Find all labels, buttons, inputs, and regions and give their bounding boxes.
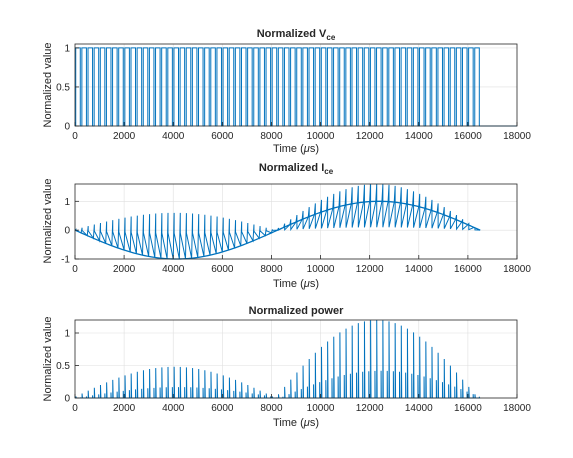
x-tick-label: 12000 (356, 403, 384, 414)
y-tick-label: 0 (64, 226, 70, 237)
y-tick-label: 1 (64, 43, 70, 54)
x-tick-label: 18000 (503, 264, 531, 275)
x-tick-label: 2000 (113, 264, 136, 275)
panel-power-xlabel-symbol: μ (303, 417, 310, 429)
panel-vce-xlabel: Time (μs) (273, 143, 319, 155)
x-tick-label: 14000 (405, 403, 433, 414)
x-tick-label: 14000 (405, 131, 433, 142)
panel-power: 0 2000 4000 6000 8000 10000 12000 14000 16000 180… (42, 305, 531, 429)
x-tick-label: 12000 (356, 131, 384, 142)
x-tick-label: 10000 (307, 403, 335, 414)
x-tick-label: 2000 (113, 403, 136, 414)
y-tick-label: 0.5 (56, 361, 70, 372)
x-tick-label: 4000 (162, 403, 185, 414)
panel-ice-series (74, 183, 481, 260)
y-tick-label: -1 (61, 255, 70, 266)
x-tick-label: 8000 (260, 403, 283, 414)
panel-power-title: Normalized power (249, 305, 344, 317)
y-tick-label: 0 (64, 122, 70, 133)
y-tick-label: 0 (64, 394, 70, 405)
panel-power-xlabel: Time (μs) (273, 417, 319, 429)
panel-power-axes-box (74, 319, 518, 399)
y-tick-label: 0.5 (56, 82, 70, 93)
x-tick-label: 8000 (260, 131, 283, 142)
panel-vce-xlabel-symbol: μ (303, 143, 310, 155)
panel-ice-xlabel-symbol: μ (303, 278, 310, 290)
x-tick-label: 10000 (307, 264, 335, 275)
panel-power-yticks: 00.51 (56, 329, 79, 405)
x-tick-label: 8000 (260, 264, 283, 275)
panel-vce-axes-box (74, 43, 518, 127)
x-tick-label: 2000 (113, 131, 136, 142)
x-tick-label: 4000 (162, 264, 185, 275)
panel-ice-yticks: -1 0 1 (61, 197, 79, 266)
x-tick-label: 16000 (454, 403, 482, 414)
ice-envelope-line (74, 200, 481, 260)
y-tick-label: 1 (64, 197, 70, 208)
x-tick-label: 4000 (162, 131, 185, 142)
x-tick-label: 18000 (503, 403, 531, 414)
x-tick-label: 12000 (356, 264, 384, 275)
y-tick-label: 1 (64, 329, 70, 340)
x-tick-label: 16000 (454, 264, 482, 275)
panel-ice-title-subscript: ce (324, 167, 333, 176)
x-tick-label: 0 (72, 264, 78, 275)
x-tick-label: 6000 (211, 131, 234, 142)
x-tick-label: 14000 (405, 264, 433, 275)
x-tick-label: 18000 (503, 131, 531, 142)
panel-ice-axes-box (74, 183, 518, 260)
panel-vce-xticks: 0 2000 4000 6000 8000 10000 12000 14000 16000 180… (72, 122, 531, 142)
panel-vce-title: Normalized Vce (257, 28, 336, 42)
x-tick-label: 16000 (454, 131, 482, 142)
x-tick-label: 0 (72, 131, 78, 142)
panel-vce-title-subscript: ce (326, 33, 335, 42)
x-tick-label: 6000 (211, 403, 234, 414)
panel-vce-ylabel: Normalized value (42, 43, 54, 128)
panel-vce-yticks: 00.51 (56, 43, 79, 133)
panel-vce: 0 2000 4000 6000 8000 10000 12000 14000 16000 180… (42, 28, 531, 155)
panel-ice-ylabel: Normalized value (42, 179, 54, 264)
panel-ice-xticks: 0 2000 4000 6000 8000 10000 12000 14000 16000 180… (72, 255, 531, 275)
panel-power-xticks: 0 2000 4000 6000 8000 10000 12000 14000 16000 180… (72, 394, 531, 414)
panel-ice-title: Normalized Ice (259, 162, 334, 176)
x-tick-label: 10000 (307, 131, 335, 142)
panel-ice-xlabel: Time (μs) (273, 278, 319, 290)
panel-power-ylabel: Normalized value (42, 317, 54, 402)
x-tick-label: 6000 (211, 264, 234, 275)
x-tick-label: 0 (72, 403, 78, 414)
panel-ice: 0 2000 4000 6000 8000 10000 12000 14000 16000 180… (42, 162, 531, 290)
